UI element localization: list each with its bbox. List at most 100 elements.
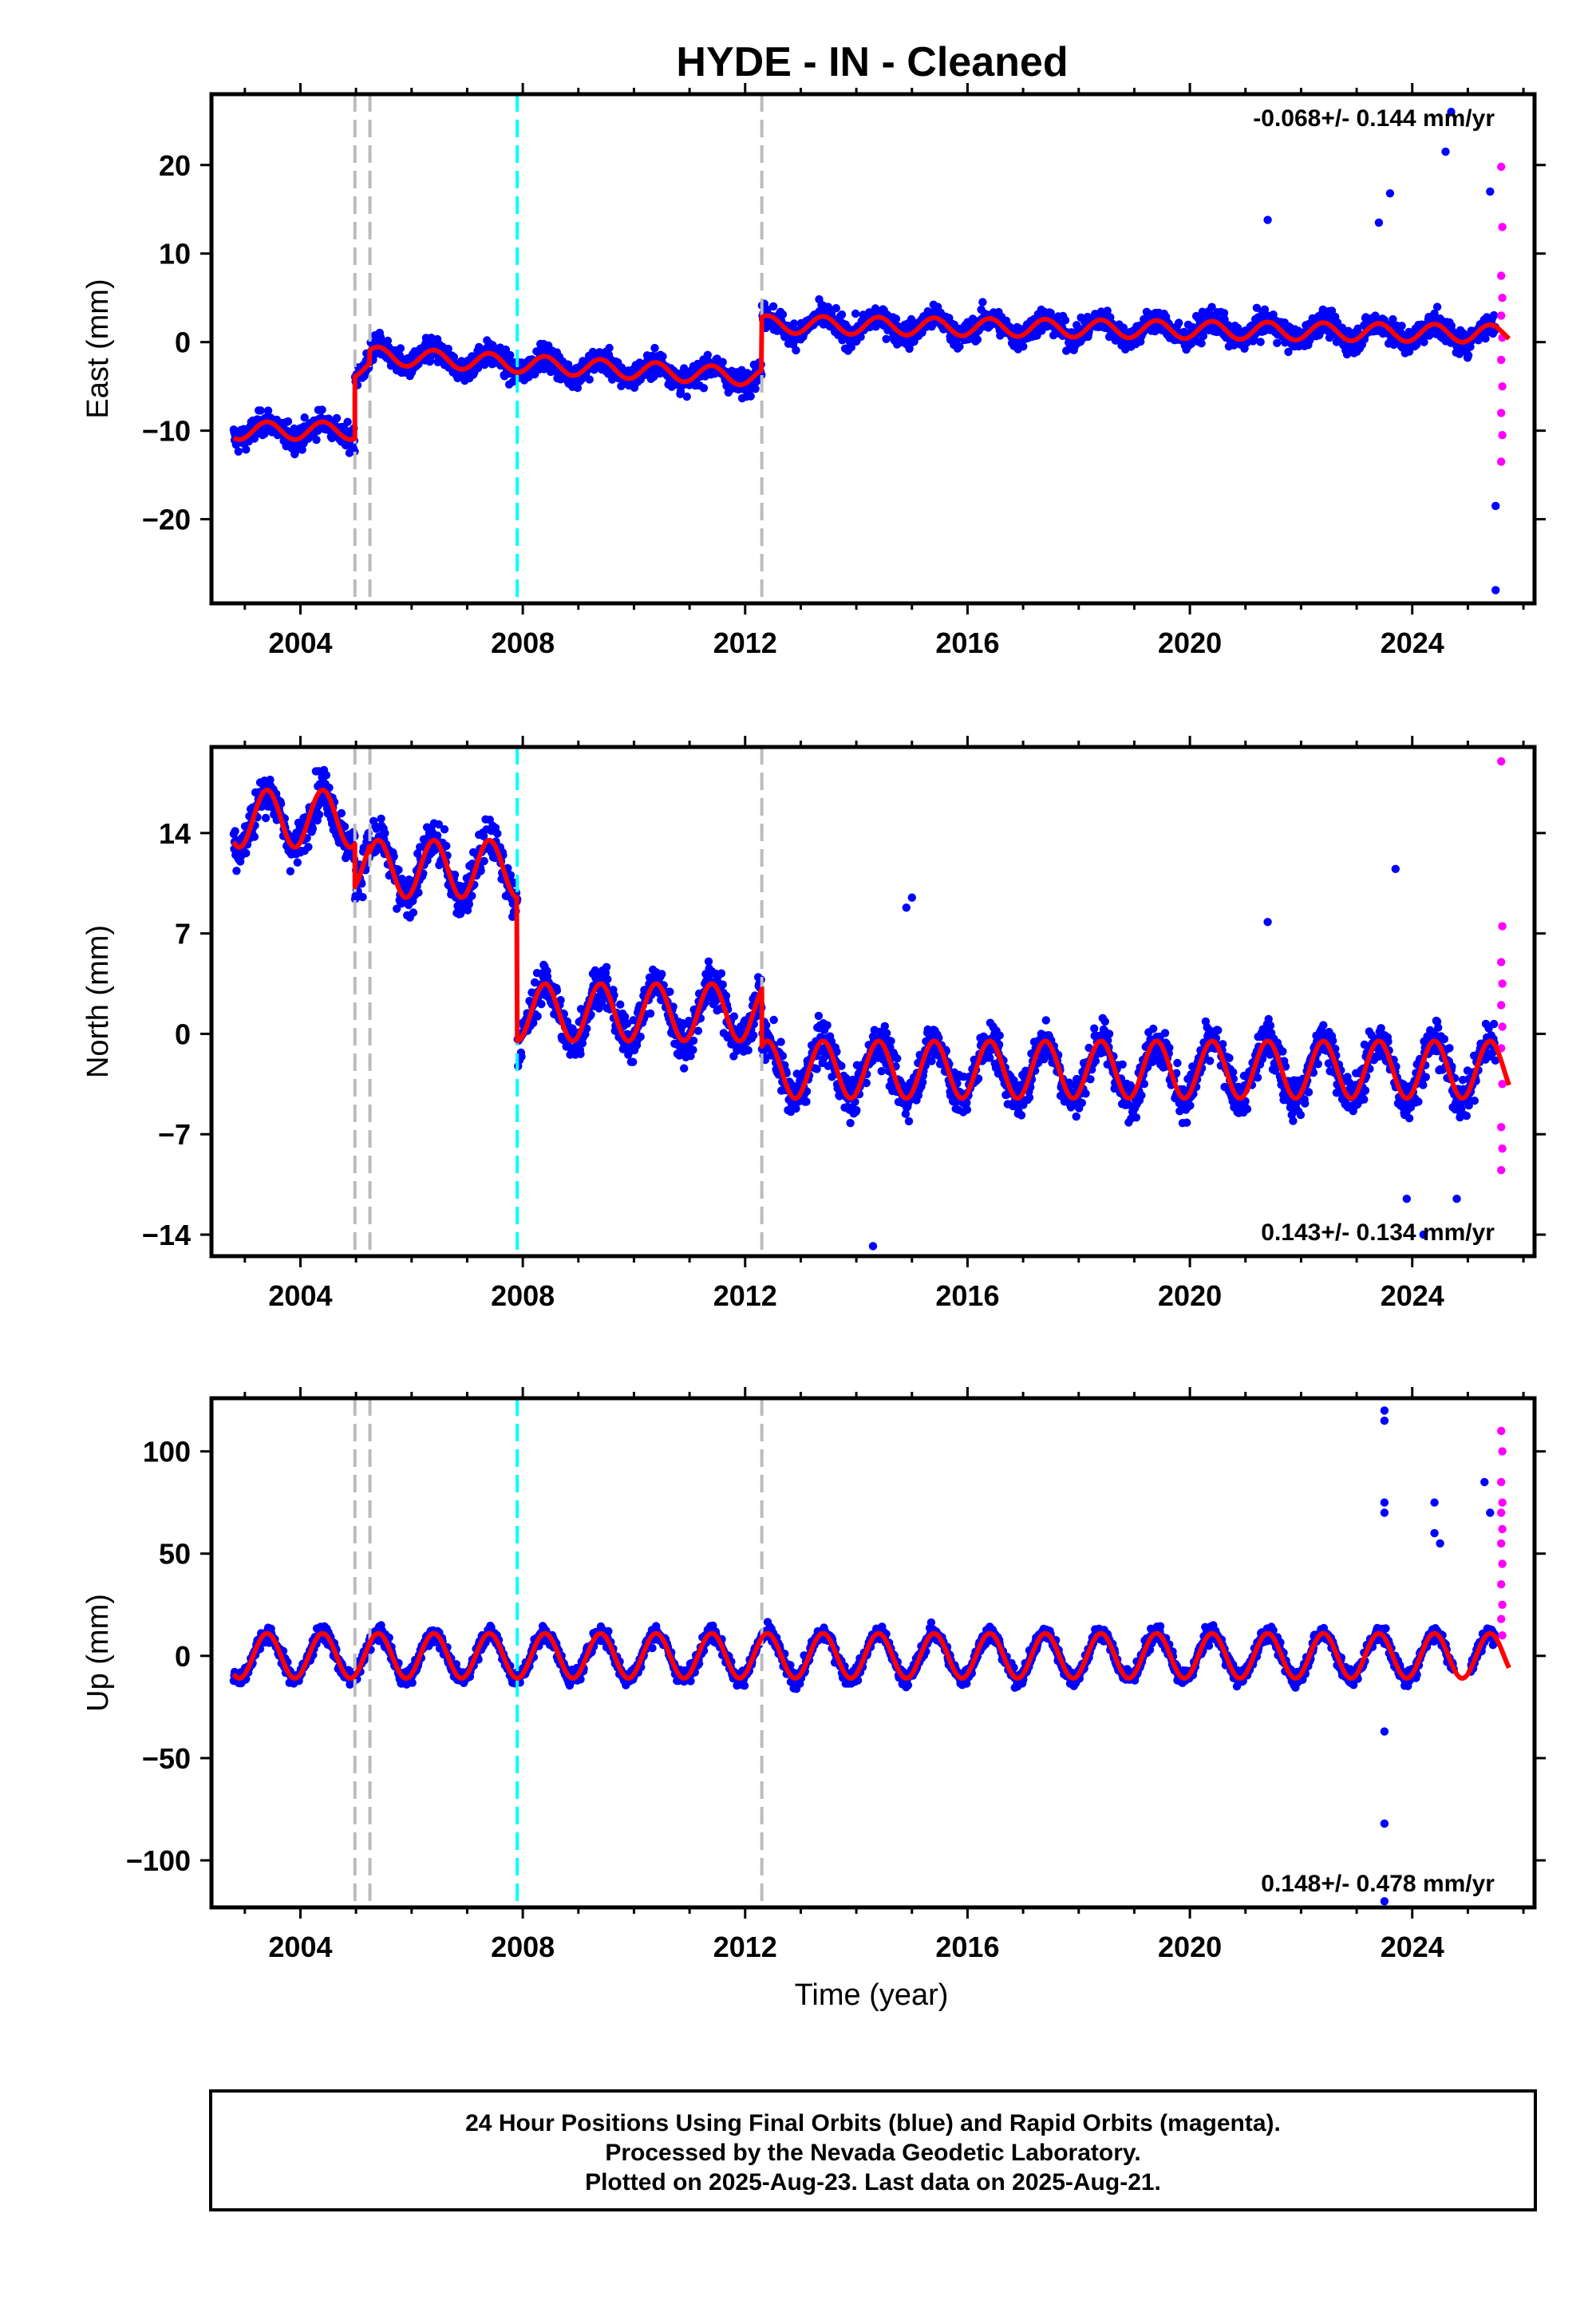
data-point <box>814 1011 824 1021</box>
rapid-point <box>1497 311 1506 320</box>
data-point <box>389 852 398 861</box>
data-point <box>250 832 259 841</box>
data-point <box>1242 1105 1252 1113</box>
data-point <box>658 352 667 361</box>
data-point <box>1019 342 1028 351</box>
data-point <box>1252 303 1262 312</box>
data-point <box>377 814 385 823</box>
data-point <box>776 1037 785 1046</box>
data-point <box>290 449 299 457</box>
data-point <box>682 392 691 401</box>
final-orbit-points <box>229 765 1500 1251</box>
data-point <box>749 1031 758 1040</box>
data-point <box>298 445 306 454</box>
data-point <box>1025 1093 1034 1102</box>
data-point <box>877 1067 886 1076</box>
rapid-point <box>1498 223 1507 231</box>
data-point <box>802 1097 811 1106</box>
data-point <box>893 1054 902 1063</box>
data-point <box>1432 302 1442 311</box>
outlier-point <box>1491 501 1500 511</box>
data-point <box>1086 1075 1095 1084</box>
data-point <box>242 848 251 858</box>
data-point <box>358 892 367 902</box>
model-line <box>232 313 1511 442</box>
data-point <box>1266 1021 1275 1030</box>
plot-area <box>229 747 1511 1256</box>
data-point <box>1206 1057 1215 1065</box>
rapid-point <box>1497 457 1506 466</box>
data-point <box>846 1119 855 1128</box>
data-point <box>1225 1053 1234 1063</box>
data-point <box>904 1117 914 1126</box>
data-point <box>1186 1101 1195 1110</box>
plot-area <box>229 94 1511 603</box>
data-point <box>778 310 788 319</box>
data-point <box>1420 338 1428 346</box>
data-point <box>602 962 611 972</box>
outlier-point <box>1374 218 1384 227</box>
data-point <box>1175 318 1183 327</box>
data-point <box>1160 1029 1170 1037</box>
data-point <box>314 810 324 819</box>
plot-frame <box>209 92 1537 606</box>
data-point <box>261 813 271 823</box>
data-point <box>629 1057 638 1066</box>
rapid-point <box>1498 382 1507 391</box>
data-point <box>383 336 393 346</box>
data-point <box>1219 309 1229 318</box>
data-point <box>718 980 727 989</box>
data-point <box>1173 1058 1182 1068</box>
outlier-point <box>1447 108 1456 117</box>
data-point <box>746 392 755 401</box>
data-point <box>995 1031 1004 1040</box>
data-point <box>973 335 982 344</box>
data-point <box>1072 1112 1080 1121</box>
data-point <box>666 987 674 996</box>
data-point <box>1273 338 1282 347</box>
data-point <box>232 867 241 875</box>
data-point <box>646 1009 655 1018</box>
data-point <box>1104 1030 1114 1038</box>
data-point <box>689 1045 697 1054</box>
data-point <box>263 406 273 415</box>
data-point <box>718 358 727 366</box>
data-point <box>955 342 964 351</box>
data-point <box>231 827 239 836</box>
data-point <box>883 1029 891 1037</box>
data-point <box>1342 350 1352 359</box>
rapid-orbit-points <box>1497 162 1507 466</box>
data-point <box>1412 340 1421 350</box>
y-tick-label: −20 <box>142 504 191 536</box>
data-point <box>603 974 612 984</box>
data-point <box>880 1022 890 1031</box>
y-tick-label: 0 <box>175 326 191 359</box>
data-point <box>1396 328 1405 337</box>
data-point <box>616 1000 625 1009</box>
data-point <box>350 447 359 456</box>
data-point <box>769 1015 778 1025</box>
data-point <box>1481 334 1490 343</box>
data-point <box>234 447 243 456</box>
data-point <box>891 314 901 323</box>
data-point <box>1455 350 1464 358</box>
data-point <box>887 1037 895 1045</box>
data-point <box>680 1064 689 1073</box>
data-point <box>409 908 418 917</box>
data-point <box>308 824 317 834</box>
data-point <box>537 1000 546 1009</box>
data-point <box>290 424 298 433</box>
data-point <box>837 310 847 319</box>
data-point <box>585 375 594 384</box>
rapid-point <box>1497 162 1506 172</box>
outlier-point <box>1441 147 1450 156</box>
east-panel: 2004 2008 2012 2016 2020 2024−20−1001020East … <box>81 83 1546 659</box>
x-tick-label: 2004 <box>268 626 332 659</box>
data-point <box>440 825 449 834</box>
data-point <box>851 309 860 318</box>
data-point <box>768 302 778 311</box>
data-point <box>394 865 403 875</box>
x-tick-label: 2012 <box>713 626 777 659</box>
data-point <box>376 333 385 342</box>
y-tick-label: 20 <box>159 149 191 182</box>
